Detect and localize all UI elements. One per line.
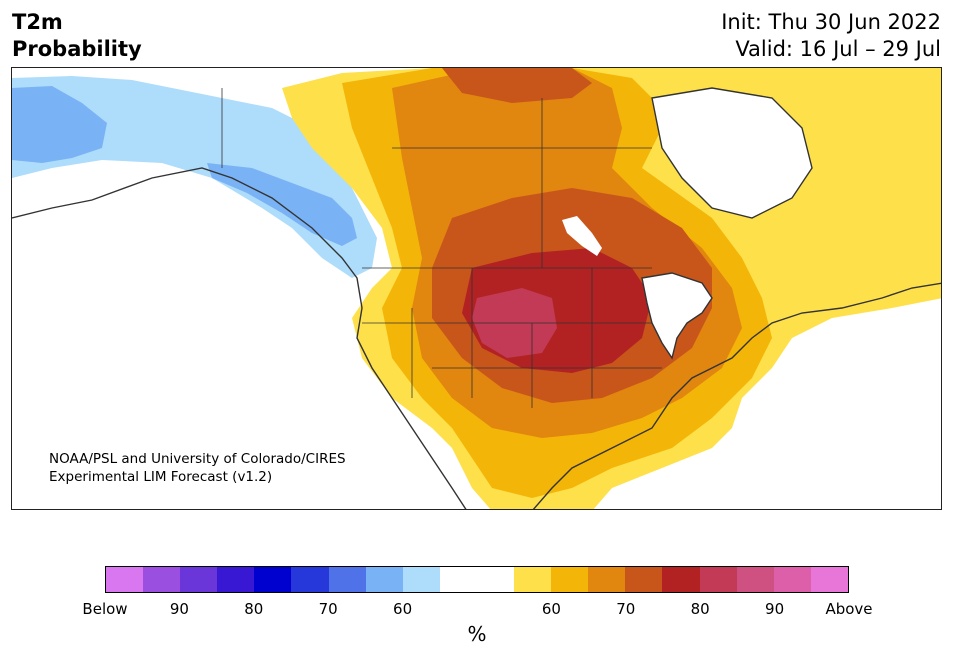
init-date: Init: Thu 30 Jun 2022 (721, 10, 941, 34)
colorbar (105, 566, 849, 593)
credit-line-2: Experimental LIM Forecast (v1.2) (49, 469, 273, 485)
lake-winnipeg (562, 216, 602, 256)
colorbar-segment (625, 567, 663, 592)
colorbar-tick-label: 60 (541, 600, 561, 618)
border-lines (221, 88, 662, 408)
colorbar-segment (106, 567, 144, 592)
coastlines (12, 87, 941, 509)
colorbar-segment (180, 567, 218, 592)
colorbar-tick-label: 80 (244, 600, 264, 618)
credit-line-1: NOAA/PSL and University of Colorado/CIRE… (49, 451, 346, 467)
colorbar-segment (736, 567, 774, 592)
map-canvas (12, 68, 941, 509)
title-block: T2m Probability (12, 9, 142, 63)
colorbar-segment (514, 567, 552, 592)
forecast-map[interactable] (11, 67, 942, 510)
colorbar-segment (328, 567, 366, 592)
date-block: Init: Thu 30 Jun 2022 Valid: 16 Jul – 29… (721, 9, 941, 63)
colorbar-segment (476, 567, 515, 592)
colorbar-unit: % (467, 622, 487, 646)
credit-text: NOAA/PSL and University of Colorado/CIRE… (49, 450, 346, 486)
colorbar-segment (143, 567, 181, 592)
colorbar-segment (217, 567, 255, 592)
colorbar-segment (662, 567, 700, 592)
colorbar-segment (588, 567, 626, 592)
colorbar-segment (551, 567, 589, 592)
colorbar-tick-label: 60 (393, 600, 413, 618)
colorbar-segment (699, 567, 737, 592)
colorbar-tick-label: 90 (765, 600, 785, 618)
colorbar-tick-label: 70 (318, 600, 338, 618)
hudson-bay-area (652, 88, 812, 218)
colorbar-segment (810, 567, 848, 592)
colorbar-segment (439, 567, 477, 592)
colorbar-segment (291, 567, 329, 592)
colorbar-segment (365, 567, 403, 592)
cold-70-region (12, 86, 107, 163)
variable-title: T2m (12, 10, 63, 34)
colorbar-tick-label: 80 (690, 600, 710, 618)
metric-title: Probability (12, 37, 142, 61)
colorbar-tick-label: Above (825, 600, 873, 618)
warm-90-north (442, 68, 592, 103)
colorbar-tick-label: 70 (616, 600, 636, 618)
colorbar-tick-label: 90 (169, 600, 189, 618)
colorbar-segment (773, 567, 811, 592)
valid-date: Valid: 16 Jul – 29 Jul (735, 37, 941, 61)
colorbar-segment (402, 567, 440, 592)
colorbar-segment (254, 567, 292, 592)
colorbar-tick-label: Below (82, 600, 128, 618)
